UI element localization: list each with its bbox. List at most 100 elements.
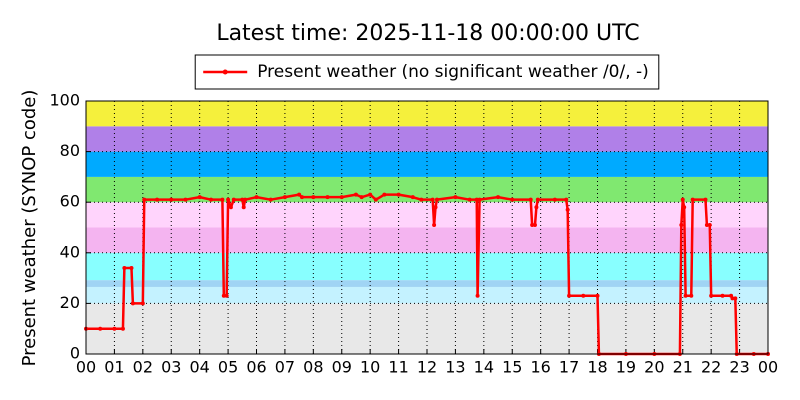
x-tick-label: 11 — [388, 358, 408, 377]
x-tick-label: 19 — [616, 358, 636, 377]
background-band — [86, 202, 768, 228]
x-tick-label: 03 — [161, 358, 181, 377]
data-point — [581, 293, 586, 298]
chart-title: Latest time: 2025-11-18 00:00:00 UTC — [216, 21, 639, 46]
data-point — [299, 195, 304, 200]
data-point — [368, 192, 373, 197]
data-point — [565, 207, 570, 212]
data-point — [433, 205, 438, 210]
data-point — [704, 222, 709, 227]
background-band — [86, 151, 768, 177]
background-band — [86, 280, 768, 287]
data-point — [221, 293, 226, 298]
data-line — [86, 193, 768, 356]
data-point — [535, 197, 540, 202]
data-point — [226, 197, 231, 202]
y-tick-label: 40 — [60, 242, 80, 261]
x-tick-label: 01 — [104, 358, 124, 377]
data-point — [140, 301, 145, 306]
data-point — [709, 293, 714, 298]
x-tick-label: 00 — [758, 358, 778, 377]
data-point — [339, 195, 344, 200]
y-axis-label: Present weather (SYNOP code) — [19, 90, 40, 367]
x-tick-label: 04 — [189, 358, 209, 377]
legend-label: Present weather (no significant weather … — [257, 62, 649, 82]
x-tick-label: 21 — [673, 358, 693, 377]
data-point — [477, 197, 482, 202]
data-point — [353, 192, 358, 197]
data-point — [224, 293, 229, 298]
background-band — [86, 252, 768, 281]
data-point — [282, 195, 287, 200]
data-point — [98, 326, 103, 331]
data-point — [268, 197, 273, 202]
x-tick-label: 23 — [729, 358, 749, 377]
x-tick-label: 06 — [246, 358, 266, 377]
data-point — [254, 195, 259, 200]
x-tick-label: 00 — [76, 358, 96, 377]
y-tick-label: 100 — [49, 91, 80, 110]
data-point — [169, 197, 174, 202]
data-point — [231, 197, 236, 202]
data-point — [183, 197, 188, 202]
data-point — [682, 205, 687, 210]
data-point — [325, 195, 330, 200]
data-point — [419, 197, 424, 202]
y-tick-label: 80 — [60, 141, 80, 160]
data-point — [453, 195, 458, 200]
data-point — [679, 222, 684, 227]
y-tick-label: 0 — [70, 344, 80, 363]
x-tick-label: 02 — [133, 358, 153, 377]
data-point — [690, 197, 695, 202]
data-point — [130, 301, 135, 306]
x-tick-label: 12 — [417, 358, 437, 377]
data-point — [474, 197, 479, 202]
data-point — [197, 195, 202, 200]
background-band — [86, 126, 768, 152]
data-point — [434, 197, 439, 202]
data-point — [432, 222, 437, 227]
legend: Present weather (no significant weather … — [194, 54, 660, 90]
data-point — [228, 205, 233, 210]
data-point — [564, 197, 569, 202]
data-point — [595, 293, 600, 298]
data-point — [155, 197, 160, 202]
x-tick-label: 10 — [360, 358, 380, 377]
x-tick-label: 22 — [701, 358, 721, 377]
background-band — [86, 227, 768, 253]
data-point — [373, 197, 378, 202]
data-point — [534, 205, 539, 210]
data-point — [703, 197, 708, 202]
data-point — [683, 293, 688, 298]
data-point — [567, 293, 572, 298]
data-point — [532, 222, 537, 227]
x-tick-label: 09 — [332, 358, 352, 377]
data-point — [475, 293, 480, 298]
x-tick-label: 17 — [559, 358, 579, 377]
data-point — [220, 197, 225, 202]
data-point — [359, 195, 364, 200]
x-tick-label: 13 — [445, 358, 465, 377]
plot-frame — [85, 100, 769, 355]
x-tick-label: 16 — [530, 358, 550, 377]
data-point — [410, 195, 415, 200]
data-point — [297, 192, 302, 197]
x-tick-label: 05 — [218, 358, 238, 377]
x-tick-label: 20 — [644, 358, 664, 377]
data-point — [122, 265, 127, 270]
data-point — [241, 205, 246, 210]
data-point — [430, 197, 435, 202]
x-tick-label: 18 — [587, 358, 607, 377]
data-point — [530, 222, 535, 227]
data-point — [730, 296, 735, 301]
data-point — [733, 296, 738, 301]
data-point — [707, 222, 712, 227]
data-point — [382, 192, 387, 197]
data-point — [528, 197, 533, 202]
x-tick-label: 14 — [474, 358, 494, 377]
data-point — [209, 197, 214, 202]
y-tick-label: 20 — [60, 293, 80, 312]
data-point — [510, 197, 515, 202]
data-point — [243, 197, 248, 202]
y-tick-label: 60 — [60, 192, 80, 211]
